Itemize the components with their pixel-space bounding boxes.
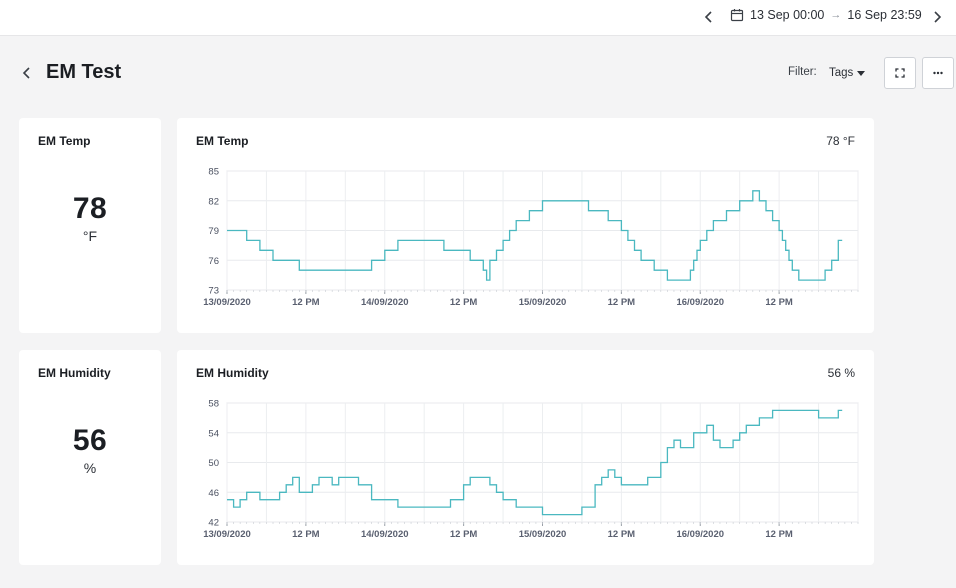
x-tick-label: 12 PM xyxy=(292,297,320,308)
range-end: 16 Sep 23:59 xyxy=(847,8,922,22)
next-range-button[interactable] xyxy=(926,6,948,28)
top-bar: 13 Sep 00:00 → 16 Sep 23:59 xyxy=(0,0,956,36)
range-arrow-icon: → xyxy=(830,9,842,21)
y-tick-label: 46 xyxy=(208,488,219,499)
x-tick-label: 15/09/2020 xyxy=(519,529,567,540)
x-tick-label: 12 PM xyxy=(450,529,478,540)
y-tick-label: 54 xyxy=(208,428,219,439)
back-button[interactable] xyxy=(18,64,36,82)
chevron-right-icon xyxy=(934,11,942,23)
more-options-button[interactable] xyxy=(922,57,954,89)
x-tick-label: 14/09/2020 xyxy=(361,297,409,308)
caret-down-icon xyxy=(857,71,866,76)
temp-stat-card: EM Temp 78 °F xyxy=(19,118,161,333)
y-tick-label: 73 xyxy=(208,286,219,297)
filter-label: Filter: xyxy=(788,66,817,78)
y-tick-label: 58 xyxy=(208,399,219,410)
y-tick-label: 79 xyxy=(208,226,219,237)
x-tick-label: 15/09/2020 xyxy=(519,297,567,308)
x-tick-label: 12 PM xyxy=(765,529,793,540)
calendar-icon xyxy=(730,9,744,22)
y-tick-label: 85 xyxy=(208,167,219,178)
x-tick-label: 12 PM xyxy=(292,529,320,540)
tags-filter-dropdown[interactable]: Tags xyxy=(829,64,866,82)
series-line xyxy=(227,190,843,281)
y-tick-label: 50 xyxy=(208,458,219,469)
x-tick-label: 13/09/2020 xyxy=(203,297,251,308)
x-tick-label: 12 PM xyxy=(608,297,636,308)
series-line xyxy=(227,409,843,516)
tags-label: Tags xyxy=(829,67,854,79)
more-horizontal-icon xyxy=(933,71,943,75)
humidity-chart-card: EM Humidity 56 % 42 46 50 54 58 13/09/2020 12 … xyxy=(177,350,874,565)
x-tick-label: 14/09/2020 xyxy=(361,529,409,540)
x-tick-label: 13/09/2020 xyxy=(203,529,251,540)
card-title: EM Temp xyxy=(38,134,91,148)
page-title: EM Test xyxy=(46,61,122,83)
stat-value: 78 xyxy=(72,192,108,225)
humidity-line-chart: 42 46 50 54 58 13/09/2020 12 PM 14/09/2020 12 PM… xyxy=(203,399,859,540)
x-tick-label: 12 PM xyxy=(608,529,636,540)
fullscreen-icon xyxy=(895,68,905,78)
previous-range-button[interactable] xyxy=(698,6,720,28)
card-title: EM Humidity xyxy=(196,366,269,380)
y-tick-label: 82 xyxy=(208,196,219,207)
stat-unit: °F xyxy=(82,228,98,244)
date-range-picker[interactable]: 13 Sep 00:00 → 16 Sep 23:59 xyxy=(730,5,922,25)
current-value: 56 % xyxy=(827,366,855,380)
x-tick-label: 12 PM xyxy=(765,297,793,308)
x-tick-label: 16/09/2020 xyxy=(676,297,724,308)
stat-value: 56 xyxy=(72,424,108,457)
dashboard-header: EM Test Filter: Tags xyxy=(0,52,956,96)
temp-chart-card: EM Temp 78 °F 73 76 79 82 85 13/09/2020 12 PM 1… xyxy=(177,118,874,333)
chevron-left-icon xyxy=(22,67,30,79)
temp-line-chart: 73 76 79 82 85 13/09/2020 12 PM 14/09/2020 12 PM… xyxy=(203,167,859,308)
stat-unit: % xyxy=(83,460,97,476)
card-title: EM Humidity xyxy=(38,366,111,380)
x-tick-label: 16/09/2020 xyxy=(676,529,724,540)
y-tick-label: 42 xyxy=(208,518,219,529)
current-value: 78 °F xyxy=(826,134,855,148)
fullscreen-button[interactable] xyxy=(884,57,916,89)
chevron-left-icon xyxy=(704,11,712,23)
range-start: 13 Sep 00:00 xyxy=(750,8,825,22)
y-tick-label: 76 xyxy=(208,256,219,267)
card-title: EM Temp xyxy=(196,134,249,148)
humidity-stat-card: EM Humidity 56 % xyxy=(19,350,161,565)
x-tick-label: 12 PM xyxy=(450,297,478,308)
